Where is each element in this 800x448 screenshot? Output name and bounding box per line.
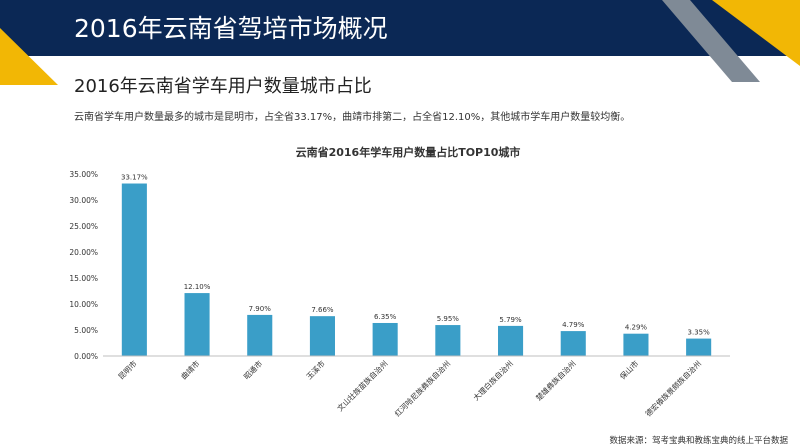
y-tick-label: 35.00%	[69, 170, 98, 179]
bar-value-label: 3.35%	[688, 329, 711, 337]
bar-value-label: 7.90%	[249, 305, 272, 313]
bar-chart: 云南省2016年学车用户数量占比TOP10城市 0.00% 5.00% 10.00%…	[69, 145, 730, 418]
y-tick-label: 5.00%	[74, 326, 98, 335]
bar-value-label: 7.66%	[311, 306, 334, 314]
bar-value-label: 6.35%	[374, 313, 397, 321]
bar	[121, 183, 147, 356]
bar-value-label: 4.79%	[562, 321, 585, 329]
summary-text: 云南省学车用户数量最多的城市是昆明市，占全省33.17%，曲靖市排第二，占全省1…	[74, 112, 631, 123]
bar	[623, 333, 649, 356]
chart-title: 云南省2016年学车用户数量占比TOP10城市	[296, 145, 521, 159]
x-tick-label: 楚雄彝族自治州	[533, 358, 577, 402]
section-title: 2016年云南省学车用户数量城市占比	[74, 76, 372, 97]
x-tick-label: 玉溪市	[304, 358, 327, 381]
bar	[309, 316, 335, 356]
bar	[498, 325, 524, 356]
x-tick-label: 大理白族自治州	[471, 358, 515, 402]
x-tick-label: 保山市	[617, 358, 640, 381]
x-tick-label: 昆明市	[116, 358, 139, 381]
y-axis: 0.00% 5.00% 10.00% 15.00% 20.00% 25.00% 30.00%…	[69, 170, 98, 361]
x-tick-label: 红河哈尼族彝族自治州	[392, 358, 452, 418]
x-tick-label: 曲靖市	[178, 358, 201, 381]
data-source-note: 数据来源：驾考宝典和教练宝典的线上平台数据	[609, 436, 788, 446]
y-tick-label: 25.00%	[69, 222, 98, 231]
y-tick-label: 10.00%	[69, 300, 98, 309]
x-tick-label: 文山壮族苗族自治州	[335, 358, 390, 413]
y-tick-label: 0.00%	[74, 352, 98, 361]
bar-value-label: 12.10%	[184, 283, 211, 291]
x-tick-label: 昭通市	[241, 358, 264, 381]
bar	[435, 325, 461, 356]
page-title: 2016年云南省驾培市场概况	[74, 14, 388, 43]
bar-value-label: 4.29%	[625, 324, 648, 332]
y-tick-label: 30.00%	[69, 196, 98, 205]
y-tick-label: 20.00%	[69, 248, 98, 257]
bar	[560, 331, 586, 356]
y-tick-label: 15.00%	[69, 274, 98, 283]
bar-value-label: 5.79%	[499, 316, 522, 324]
bar	[372, 322, 398, 356]
x-tick-label: 德宏傣族景颇族自治州	[643, 358, 703, 418]
bar-value-label: 5.95%	[437, 315, 460, 323]
bar	[184, 293, 210, 356]
bar	[686, 338, 712, 356]
bars: 33.17% 12.10% 7.90% 7.66% 6.35% 5.95% 5.79% 4.7…	[121, 174, 712, 356]
bar	[247, 314, 273, 356]
bar-value-label: 33.17%	[121, 174, 148, 182]
x-axis: 昆明市 曲靖市 昭通市 玉溪市 文山壮族苗族自治州 红河哈尼族彝族自治州 大理白族自治州 楚雄…	[103, 355, 730, 418]
